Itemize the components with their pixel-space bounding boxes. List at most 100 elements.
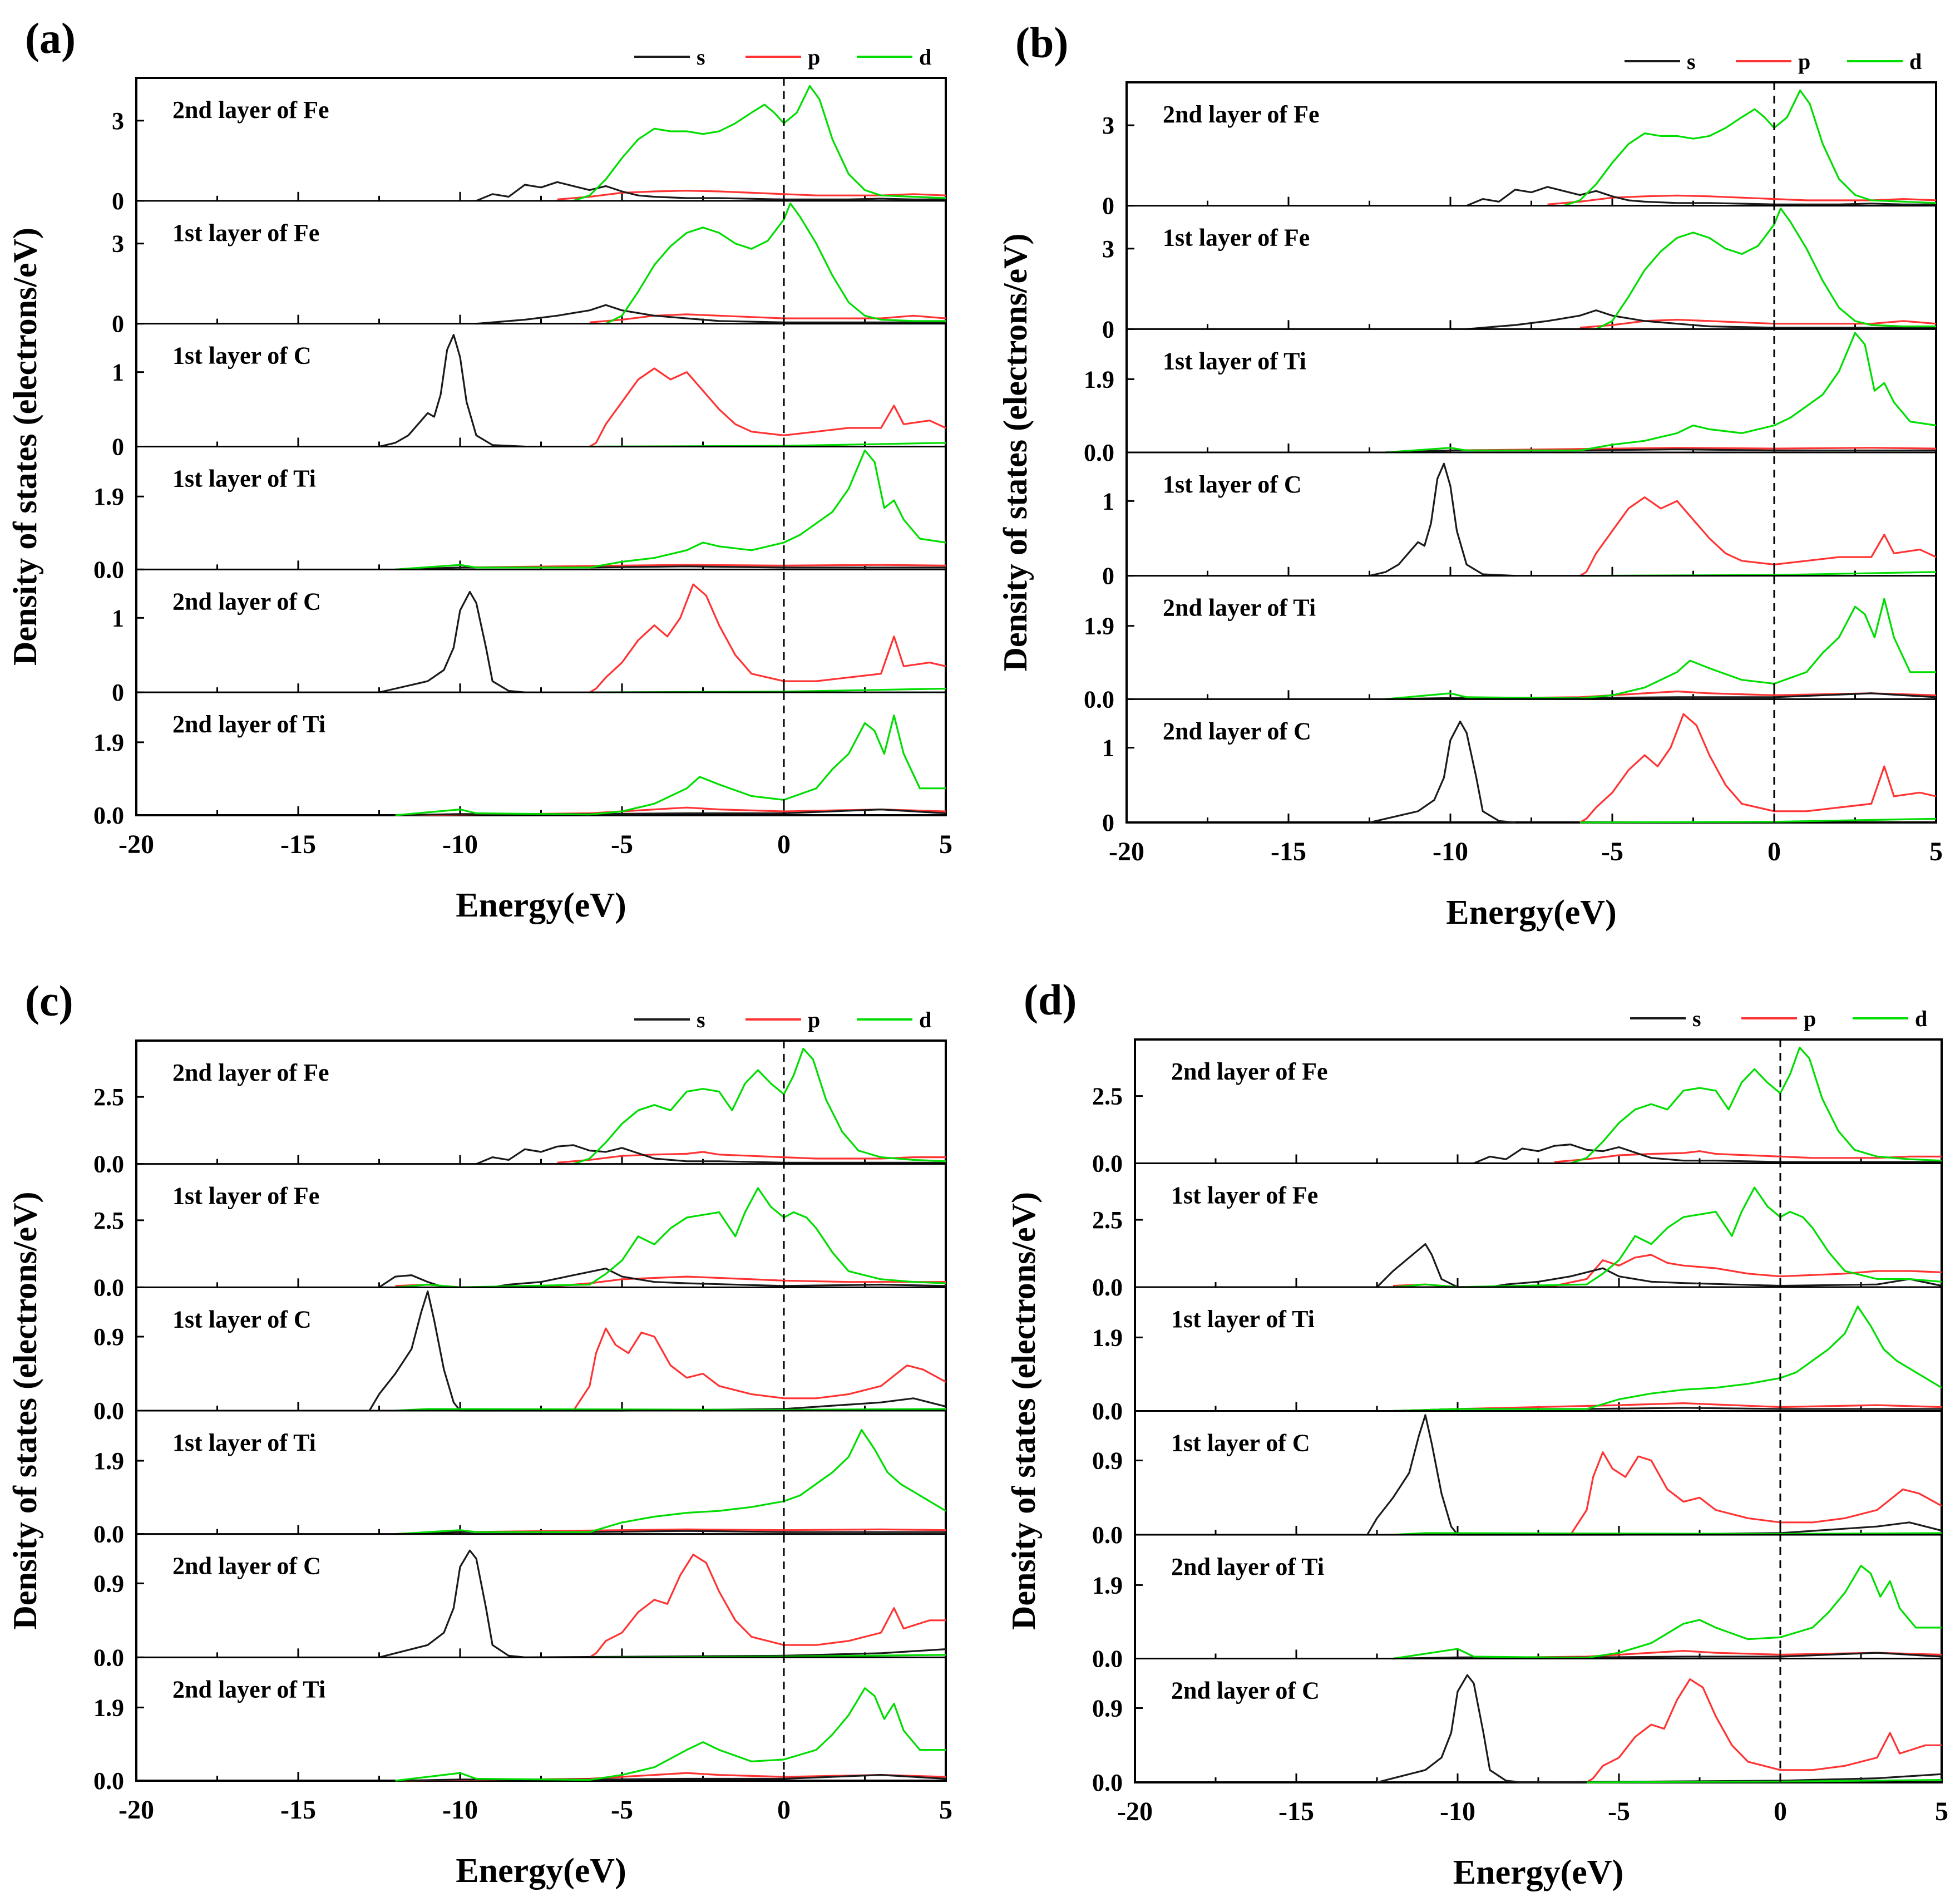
panel-c: (c) s p d 0.0 2.5 2nd layer of Fe 0.0 2.5 1st lay… bbox=[7, 977, 952, 1890]
legend-label-d: d bbox=[919, 1007, 931, 1032]
x-tick-label: -15 bbox=[1271, 837, 1306, 866]
y-tick-label: 1 bbox=[1102, 487, 1114, 515]
subplot-1: 0 3 2nd layer of Fe bbox=[1102, 89, 1937, 220]
y-tick-label: 2.5 bbox=[1092, 1206, 1123, 1234]
subplot-label: 2nd layer of C bbox=[172, 588, 321, 615]
y-tick-label: 0 bbox=[112, 433, 124, 461]
x-tick-label: 5 bbox=[939, 830, 952, 859]
y-tick-label: 0.0 bbox=[93, 1767, 124, 1795]
y-tick-label: 2.5 bbox=[1092, 1083, 1123, 1110]
series-p-line bbox=[557, 1151, 946, 1164]
subplot-label: 2nd layer of C bbox=[1171, 1677, 1320, 1704]
series-s-line bbox=[395, 808, 946, 816]
subplot-1: 0 3 2nd layer of Fe bbox=[112, 85, 947, 215]
y-tick-label: 0.0 bbox=[1092, 1398, 1123, 1425]
subplot-4: 0 1 1st layer of C bbox=[1102, 451, 1937, 590]
subplot-label: 2nd layer of Fe bbox=[1171, 1058, 1328, 1085]
y-tick-label: 0 bbox=[1102, 563, 1114, 590]
y-tick-label: 0.0 bbox=[93, 1521, 124, 1548]
y-tick-label: 0.9 bbox=[93, 1570, 124, 1597]
subplot-label: 1st layer of Ti bbox=[1171, 1305, 1315, 1333]
y-tick-label: 0.9 bbox=[1092, 1447, 1123, 1475]
y-tick-label: 1.9 bbox=[93, 1694, 124, 1721]
series-d-line bbox=[395, 1187, 946, 1288]
subplot-label: 1st layer of Fe bbox=[1171, 1182, 1318, 1209]
subplot-label: 1st layer of Fe bbox=[172, 219, 319, 247]
subplot-5: 0.0 1.9 2nd layer of Ti bbox=[1092, 1534, 1943, 1673]
series-s-line bbox=[379, 1549, 946, 1658]
subplot-3: 0.0 0.9 1st layer of C bbox=[93, 1286, 947, 1425]
x-tick-label: 5 bbox=[939, 1795, 952, 1825]
subplot-3: 0 1 1st layer of C bbox=[112, 323, 947, 461]
y-tick-label: 0 bbox=[112, 679, 124, 706]
subplot-6: 0.0 0.9 2nd layer of C bbox=[1092, 1658, 1943, 1796]
series-s-line bbox=[379, 334, 525, 448]
x-tick-label: -20 bbox=[1117, 1797, 1153, 1826]
legend-label-p: p bbox=[808, 1007, 820, 1032]
series-s-line bbox=[395, 1530, 946, 1535]
y-tick-label: 2.5 bbox=[93, 1207, 124, 1234]
x-axis-label: Energy(eV) bbox=[1453, 1854, 1623, 1891]
series-s-line bbox=[1466, 186, 1936, 207]
legend-label-d: d bbox=[1915, 1006, 1927, 1031]
y-tick-label: 0.0 bbox=[93, 1274, 124, 1301]
series-p-line bbox=[1586, 1678, 1942, 1783]
series-s-line bbox=[1369, 720, 1515, 824]
y-tick-label: 0 bbox=[1102, 316, 1114, 343]
panel-d: (d) s p d 0.0 2.5 2nd layer of Fe 0.0 2.5 1st lay… bbox=[1005, 975, 1948, 1891]
legend-label-d: d bbox=[919, 45, 931, 70]
subplot-1: 0.0 2.5 2nd layer of Fe bbox=[1092, 1046, 1943, 1177]
y-tick-label: 3 bbox=[112, 107, 124, 135]
y-axis-label: Density of states (electrons/eV) bbox=[7, 228, 43, 666]
series-s-line bbox=[379, 590, 525, 693]
series-s-line bbox=[1473, 1144, 1942, 1164]
subplot-1: 0.0 2.5 2nd layer of Fe bbox=[93, 1047, 947, 1178]
y-axis-label: Density of states (electrons/eV) bbox=[997, 233, 1034, 671]
panel-a: (a) s p d 0 3 2nd layer of Fe 0 3 1st layer of Fe… bbox=[7, 14, 952, 924]
y-tick-label: 0.0 bbox=[1092, 1274, 1123, 1301]
subplot-4: 0.0 1.9 1st layer of Ti bbox=[93, 446, 947, 583]
subplot-label: 1st layer of Ti bbox=[1163, 347, 1306, 375]
y-tick-label: 0 bbox=[112, 188, 124, 215]
x-tick-label: -10 bbox=[442, 830, 478, 859]
y-tick-label: 1.9 bbox=[1084, 613, 1114, 640]
x-tick-label: -15 bbox=[280, 1795, 316, 1825]
subplot-4: 0.0 0.9 1st layer of C bbox=[1092, 1410, 1943, 1549]
series-s-line bbox=[1385, 448, 1936, 454]
series-s-line bbox=[395, 565, 946, 570]
y-tick-label: 1 bbox=[1102, 735, 1114, 762]
subplot-label: 2nd layer of C bbox=[1163, 717, 1311, 745]
legend-label-p: p bbox=[808, 45, 820, 70]
y-tick-label: 0.0 bbox=[1084, 686, 1114, 713]
series-d-line bbox=[1570, 1046, 1942, 1165]
x-tick-label: -5 bbox=[611, 1795, 633, 1825]
subplot-label: 2nd layer of Ti bbox=[172, 711, 325, 738]
y-tick-label: 1.9 bbox=[93, 483, 124, 510]
subplot-label: 2nd layer of C bbox=[172, 1553, 321, 1580]
y-tick-label: 0 bbox=[1102, 809, 1114, 836]
subplot-label: 1st layer of Ti bbox=[172, 465, 316, 492]
series-s-line bbox=[1393, 1652, 1942, 1660]
subplot-label: 1st layer of Fe bbox=[172, 1182, 319, 1210]
series-s-line bbox=[1376, 1243, 1942, 1288]
x-tick-label: -5 bbox=[1601, 837, 1623, 866]
legend-label-d: d bbox=[1909, 49, 1922, 74]
subplot-2: 0 3 1st layer of Fe bbox=[112, 200, 947, 338]
y-tick-label: 1.9 bbox=[1084, 366, 1114, 393]
y-tick-label: 1.9 bbox=[1092, 1571, 1123, 1599]
series-s-line bbox=[1466, 309, 1936, 330]
legend-label-p: p bbox=[1804, 1006, 1816, 1031]
subplot-label: 2nd layer of Ti bbox=[1171, 1553, 1324, 1580]
series-d-line bbox=[573, 85, 946, 202]
series-s-line bbox=[395, 1774, 946, 1782]
series-d-line bbox=[395, 714, 946, 816]
y-tick-label: 0.0 bbox=[1092, 1521, 1123, 1549]
x-axis-label: Energy(eV) bbox=[456, 1852, 626, 1890]
panel-label: (c) bbox=[25, 977, 73, 1025]
series-p-line bbox=[572, 1327, 946, 1411]
series-s-line bbox=[476, 181, 946, 202]
series-p-line bbox=[1579, 496, 1937, 577]
legend-label-s: s bbox=[1692, 1006, 1701, 1031]
subplot-label: 1st layer of Ti bbox=[172, 1429, 316, 1456]
